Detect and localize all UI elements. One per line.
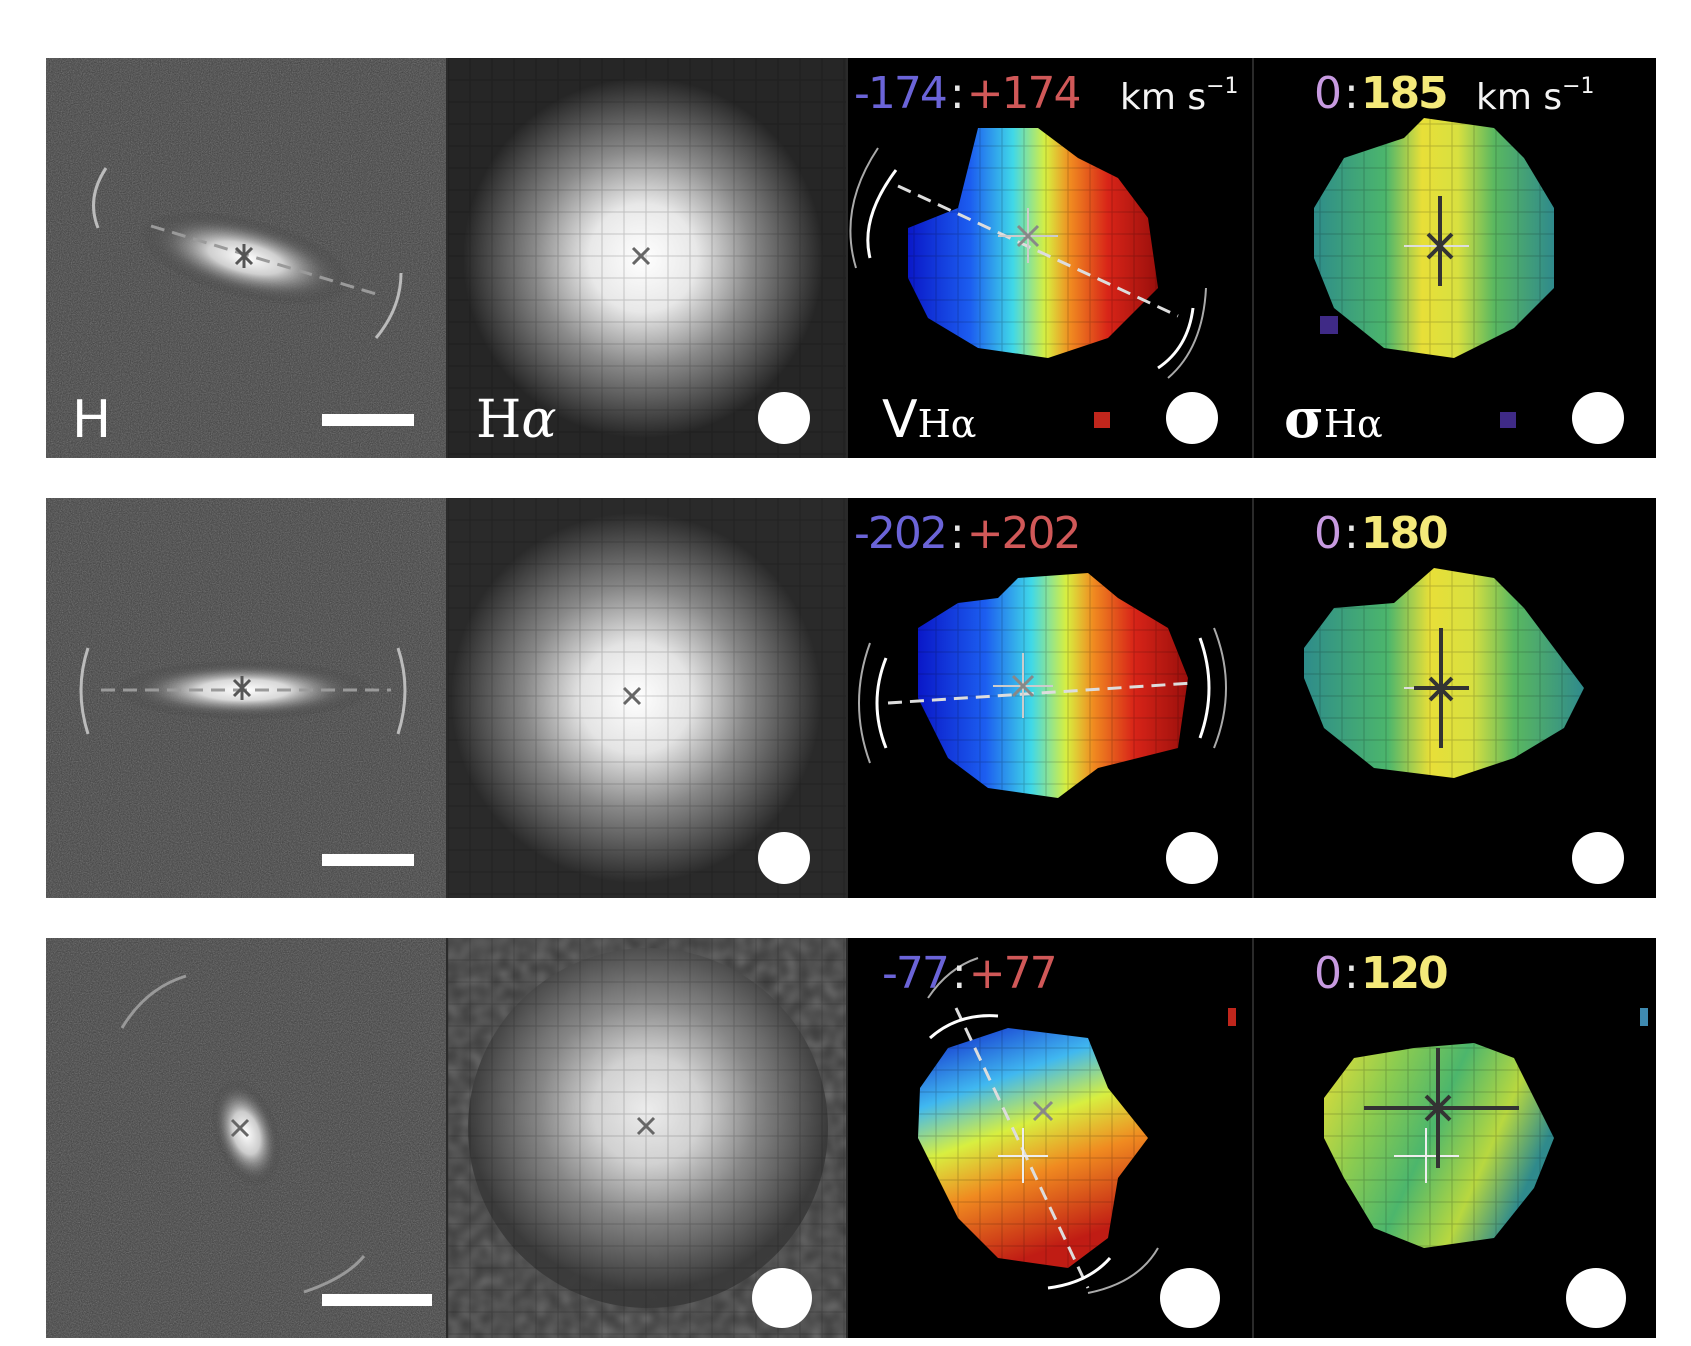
h-band-panel xyxy=(46,938,446,1338)
psf-beam xyxy=(752,1268,812,1328)
dispersion-max: 185 xyxy=(1360,68,1449,119)
velocity-panel: -77:+77 xyxy=(848,938,1252,1338)
halpha-flux-panel xyxy=(448,498,846,898)
panel-divider xyxy=(1252,498,1254,898)
column-label-velocity-sub: Hα xyxy=(917,402,977,446)
dispersion-panel: 0:185 km s−1 σHα xyxy=(1254,58,1656,458)
velocity-unit-exp: −1 xyxy=(1206,74,1239,99)
scale-bar xyxy=(322,854,414,866)
psf-beam xyxy=(1160,1268,1220,1328)
velocity-range: -174:+174 xyxy=(854,68,1082,119)
scale-bar xyxy=(322,414,414,426)
dispersion-unit-text: km s xyxy=(1476,77,1563,118)
column-label-halpha-greek: α xyxy=(521,390,557,450)
h-band-image xyxy=(46,498,446,898)
psf-beam xyxy=(1572,832,1624,884)
dispersion-min: 0 xyxy=(1314,508,1342,559)
h-band-image xyxy=(46,938,446,1338)
panel-divider xyxy=(846,58,848,458)
velocity-color-swatch xyxy=(1094,412,1110,428)
psf-beam xyxy=(758,832,810,884)
column-label-halpha-main: H xyxy=(476,390,522,450)
halpha-flux-map xyxy=(448,498,846,898)
dispersion-map xyxy=(1314,118,1554,358)
dispersion-range: 0:120 xyxy=(1314,948,1449,999)
dispersion-map xyxy=(1324,1008,1648,1248)
dispersion-unit: km s−1 xyxy=(1476,74,1595,118)
velocity-min: -202 xyxy=(854,508,948,559)
column-label-h-text: H xyxy=(72,390,112,450)
h-band-panel xyxy=(46,498,446,898)
velocity-map xyxy=(858,573,1227,798)
psf-beam xyxy=(1166,832,1218,884)
halpha-flux-panel xyxy=(448,938,846,1338)
dispersion-max: 180 xyxy=(1360,508,1449,559)
dispersion-color-swatch xyxy=(1500,412,1516,428)
velocity-min: -77 xyxy=(882,948,950,999)
psf-beam xyxy=(758,392,810,444)
column-label-halpha: Hα xyxy=(476,394,556,446)
halpha-flux-panel: Hα xyxy=(448,58,846,458)
panel-divider xyxy=(1252,58,1254,458)
velocity-range-sep: : xyxy=(949,508,965,559)
figure-row-3: -77:+77 0:120 xyxy=(46,938,1656,1338)
column-label-h: H xyxy=(72,394,111,446)
velocity-range: -202:+202 xyxy=(854,508,1082,559)
psf-beam xyxy=(1566,1268,1626,1328)
velocity-range: -77:+77 xyxy=(882,948,1058,999)
panel-divider xyxy=(1252,938,1254,1338)
h-band-image xyxy=(46,58,446,458)
dispersion-min: 0 xyxy=(1314,68,1342,119)
panel-divider xyxy=(846,498,848,898)
dispersion-range-sep: : xyxy=(1344,508,1359,559)
panel-divider xyxy=(446,58,448,458)
dispersion-min: 0 xyxy=(1314,948,1342,999)
halpha-flux-map xyxy=(448,58,846,458)
velocity-panel: -174:+174 km s−1 VHα xyxy=(848,58,1252,458)
dispersion-range: 0:185 xyxy=(1314,68,1449,119)
velocity-map xyxy=(918,957,1236,1294)
figure-row-1: H Hα xyxy=(46,58,1656,458)
dispersion-unit-exp: −1 xyxy=(1562,74,1595,99)
dispersion-map xyxy=(1304,568,1584,778)
velocity-max: +202 xyxy=(966,508,1082,559)
column-label-dispersion-main: σ xyxy=(1284,386,1324,450)
velocity-unit: km s−1 xyxy=(1120,74,1239,118)
dispersion-panel: 0:120 xyxy=(1254,938,1656,1338)
dispersion-range: 0:180 xyxy=(1314,508,1449,559)
column-label-dispersion-sub: Hα xyxy=(1323,402,1383,446)
psf-beam xyxy=(1572,392,1624,444)
panel-divider xyxy=(446,498,448,898)
velocity-max: +174 xyxy=(966,68,1082,119)
velocity-map xyxy=(849,128,1207,379)
column-label-dispersion: σHα xyxy=(1284,391,1383,446)
psf-beam xyxy=(1166,392,1218,444)
dispersion-range-sep: : xyxy=(1344,948,1359,999)
velocity-min: -174 xyxy=(854,68,948,119)
dispersion-panel: 0:180 xyxy=(1254,498,1656,898)
column-label-velocity-main: V xyxy=(882,390,918,450)
panel-divider xyxy=(846,938,848,1338)
velocity-range-sep: : xyxy=(951,948,967,999)
dispersion-range-sep: : xyxy=(1344,68,1359,119)
h-band-panel: H xyxy=(46,58,446,458)
scale-bar xyxy=(322,1294,432,1306)
dispersion-max: 120 xyxy=(1360,948,1449,999)
column-label-velocity: VHα xyxy=(882,394,976,446)
velocity-unit-text: km s xyxy=(1120,77,1207,118)
velocity-range-sep: : xyxy=(949,68,965,119)
velocity-panel: -202:+202 xyxy=(848,498,1252,898)
panel-divider xyxy=(446,938,448,1338)
figure-row-2: -202:+202 0:180 xyxy=(46,498,1656,898)
velocity-max: +77 xyxy=(968,948,1058,999)
